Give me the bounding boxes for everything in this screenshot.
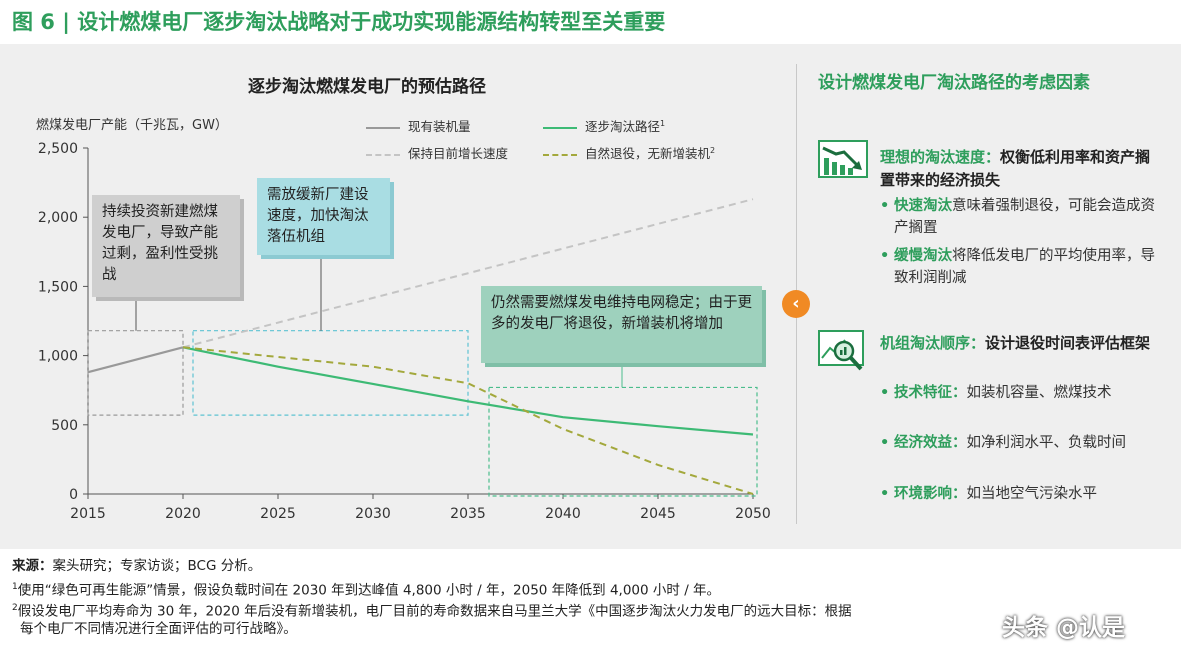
legend-swatch [543, 126, 577, 129]
source-line: 来源：案头研究；专家访谈；BCG 分析。 [12, 558, 262, 574]
x-tick-label: 2015 [70, 506, 106, 522]
y-tick-label: 500 [51, 418, 78, 434]
y-tick-label: 2,000 [38, 210, 78, 226]
series-line-4 [182, 346, 754, 495]
footnote-1: 1使用“绿色可再生能源”情景，假设负载时间在 2030 年到达峰值 4,800 … [12, 582, 721, 599]
legend-phaseout: 逐步淘汰路径1 [543, 116, 665, 135]
y-tick-label: 2,500 [38, 141, 78, 157]
footnote-2: 2假设发电厂平均寿命为 30 年，2020 年后没有新增装机，电厂目前的寿命数据… [12, 603, 852, 620]
legend-swatch [366, 153, 400, 156]
series-line-3 [182, 346, 754, 436]
x-tick-label: 2050 [735, 506, 771, 522]
figure-title: 图 6 | 设计燃煤电厂逐步淘汰战略对于成功实现能源结构转型至关重要 [12, 10, 666, 34]
factor-phaseout-speed: 理想的淘汰速度：权衡低利用率和资产搁置带来的经济损失 [880, 148, 1151, 189]
list-item: • 缓慢淘汰将降低发电厂的平均使用率，导致利润削减 [880, 248, 1155, 286]
list-item: • 环境影响：如当地空气污染水平 [880, 486, 1097, 502]
line-chart: 0 500 1,000 1,500 2,000 2,500 2015 2020 2025 2030… [38, 141, 771, 522]
magnifier-chart-icon [818, 330, 864, 371]
legend-natural: 自然退役，无新增装机2 [543, 143, 715, 162]
right-panel-title: 设计燃煤发电厂淘汰路径的考虑因素 [818, 73, 1090, 93]
declining-chart-icon [818, 140, 868, 178]
watermark: 头条 @认是 [1002, 615, 1126, 641]
chevron-left-icon[interactable]: ‹ [782, 290, 810, 318]
legend-swatch [543, 153, 577, 156]
list-item: • 经济效益：如净利润水平、负载时间 [880, 435, 1126, 451]
annotation-box-grid-stability [488, 386, 758, 497]
x-tick-label: 2020 [165, 506, 201, 522]
x-tick-label: 2045 [640, 506, 676, 522]
x-tick-label: 2040 [545, 506, 581, 522]
y-axis-label: 燃煤发电厂产能（千兆瓦，GW） [36, 118, 228, 133]
series-line-2 [182, 198, 754, 349]
legend-keep-growth: 保持目前增长速度 [366, 143, 508, 162]
factor-retirement-order: 机组淘汰顺序：设计退役时间表评估框架 [880, 334, 1151, 352]
y-tick-label: 0 [69, 487, 78, 503]
x-tick-label: 2035 [450, 506, 486, 522]
series-line-1 [87, 346, 184, 374]
chart-title: 逐步淘汰燃煤发电厂的预估路径 [248, 77, 486, 97]
footnote-2-cont: 每个电厂不同情况进行全面评估的可行战略》。 [20, 621, 297, 637]
list-item: • 技术特征：如装机容量、燃煤技术 [880, 385, 1112, 401]
legend-swatch [366, 126, 400, 129]
x-tick-label: 2030 [355, 506, 391, 522]
y-tick-label: 1,000 [38, 349, 78, 365]
annotation-box-overcapacity [87, 330, 184, 416]
y-tick-label: 1,500 [38, 279, 78, 295]
callout-slow-new-build: 需放缓新厂建设速度，加快淘汰落伍机组 [257, 178, 390, 255]
x-tick-label: 2025 [260, 506, 296, 522]
callout-grid-stability: 仍然需要燃煤发电维持电网稳定；由于更多的发电厂将退役，新增装机将增加 [481, 286, 762, 363]
legend-existing: 现有装机量 [366, 116, 471, 135]
list-item: • 快速淘汰意味着强制退役，可能会造成资产搁置 [880, 198, 1155, 236]
annotation-box-slow-new-build [192, 330, 469, 416]
callout-overcapacity: 持续投资新建燃煤发电厂，导致产能过剩，盈利性受挑战 [92, 195, 240, 297]
